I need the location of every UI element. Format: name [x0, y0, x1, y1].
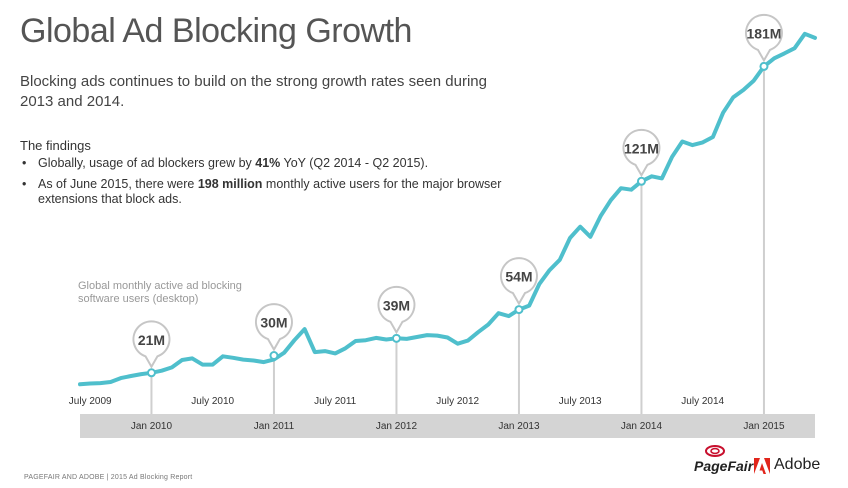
- pagefair-logo-icon: [705, 445, 725, 457]
- annotation-label: 21M: [138, 332, 165, 348]
- data-point-marker: [146, 368, 156, 378]
- x-tick-label-bottom: Jan 2015: [743, 421, 785, 432]
- x-tick-label-top: July 2010: [191, 396, 234, 407]
- x-tick-label-bottom: Jan 2014: [621, 421, 663, 432]
- x-tick-label-bottom: Jan 2013: [498, 421, 540, 432]
- bullet-icon: •: [22, 156, 27, 170]
- data-point-marker: [514, 305, 524, 315]
- findings-heading: The findings: [20, 138, 91, 153]
- finding-text: monthly active users for the major brows…: [38, 177, 502, 206]
- series-line: [78, 31, 817, 387]
- footer-source: PAGEFAIR AND ADOBE | 2015 Ad Blocking Re…: [24, 474, 193, 481]
- data-point-marker: [636, 176, 646, 186]
- x-tick-label-bottom: Jan 2012: [376, 421, 418, 432]
- x-tick-label-bottom: Jan 2011: [254, 421, 295, 432]
- page-subtitle: Blocking ads continues to build on the s…: [20, 73, 487, 110]
- bullet-icon: •: [22, 177, 27, 191]
- data-point-marker: [391, 333, 401, 343]
- pagefair-logo: PageFair: [694, 458, 754, 474]
- annotation-label: 30M: [260, 315, 287, 331]
- adobe-logo: Adobe: [774, 456, 821, 473]
- finding-text: As of June 2015, there were: [38, 177, 198, 191]
- finding-text: Globally, usage of ad blockers grew by: [38, 156, 256, 170]
- x-axis-band: [80, 414, 815, 438]
- findings-list: • Globally, usage of ad blockers grew by …: [20, 156, 520, 213]
- adobe-logo-icon: [754, 458, 770, 474]
- finding-highlight: 198 million: [197, 177, 263, 191]
- finding-text: YoY (Q2 2014 - Q2 2015).: [280, 156, 429, 170]
- x-tick-label-bottom: Jan 2010: [131, 421, 173, 432]
- x-tick-label-top: July 2013: [559, 396, 602, 407]
- finding-item: • As of June 2015, there were 198 million…: [20, 177, 520, 207]
- annotation-callout: [377, 285, 416, 335]
- finding-highlight: 41%: [255, 156, 281, 170]
- annotation-callout: [255, 303, 293, 352]
- data-point-marker: [759, 61, 769, 71]
- annotation-label: 121M: [624, 140, 659, 156]
- annotation-label: 181M: [746, 25, 781, 41]
- annotation-callout: [132, 320, 171, 369]
- series-label: Global monthly active ad blocking softwa…: [78, 280, 242, 305]
- data-point-marker: [269, 351, 279, 361]
- x-tick-label-top: July 2014: [681, 396, 724, 407]
- annotation-label: 39M: [383, 297, 410, 313]
- page-title: Global Ad Blocking Growth: [20, 12, 412, 50]
- annotation-callout: [500, 257, 538, 306]
- x-tick-label-top: July 2009: [69, 396, 112, 407]
- x-tick-label-top: July 2011: [314, 396, 357, 407]
- annotation-label: 54M: [505, 269, 532, 285]
- x-tick-label-top: July 2012: [436, 396, 479, 407]
- annotation-callout: [745, 13, 783, 63]
- annotation-callout: [622, 128, 661, 178]
- finding-item: • Globally, usage of ad blockers grew by …: [20, 156, 520, 171]
